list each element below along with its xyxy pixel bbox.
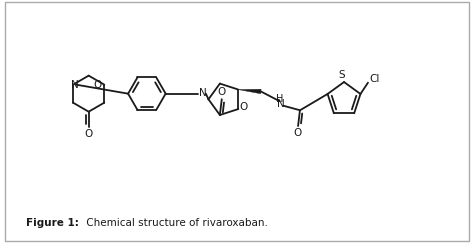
Text: O: O [240,102,248,112]
Text: O: O [218,87,226,97]
Text: N: N [277,99,285,109]
Text: N: N [200,88,207,98]
Text: O: O [293,128,302,138]
Text: S: S [339,69,346,79]
Text: Figure 1:: Figure 1: [26,218,79,228]
Text: O: O [84,129,93,139]
Polygon shape [238,89,261,94]
Text: Chemical structure of rivaroxaban.: Chemical structure of rivaroxaban. [83,218,268,228]
Text: Cl: Cl [370,74,380,84]
Text: O: O [93,80,101,90]
Text: N: N [71,80,79,90]
Text: H: H [276,94,283,104]
